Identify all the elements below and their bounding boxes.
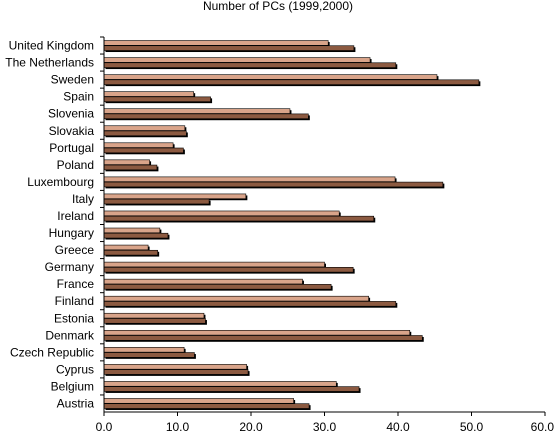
bar-sweden-series-2 [103,79,480,85]
bar-poland-series-2 [103,164,158,171]
category-labels: United Kingdom The Netherlands Sweden Spain… [5,36,104,410]
bar-slovakia-series-2 [103,130,187,137]
category-label: Finland [55,294,94,308]
category-label: Hungary [49,226,94,240]
bar-the-netherlands-series-1 [103,57,371,63]
bar-greece-series-2 [103,249,158,256]
category-label: United Kingdom [9,39,94,53]
category-label: Slovakia [49,124,95,138]
bar-france-series-1 [103,278,303,285]
bar-portugal-series-2 [103,147,184,154]
category-label: Italy [72,192,94,206]
bar-the-netherlands-series-2 [103,62,397,68]
x-tick-label: 30.0 [313,420,337,434]
bars-group [103,40,481,410]
bar-denmark-series-1 [103,329,411,336]
bar-belgium-series-2 [103,386,360,392]
bar-czech-republic-series-2 [103,352,195,358]
bar-germany-series-1 [103,261,325,268]
bar-cyprus-series-1 [103,364,247,370]
bar-finland-series-2 [103,301,397,307]
x-tick-label: 0.0 [96,420,113,434]
bar-luxembourg-series-2 [103,181,444,188]
category-label: Spain [63,90,94,104]
bar-austria-series-2 [103,403,310,409]
bar-estonia-series-1 [103,312,205,319]
category-label: Germany [45,260,94,274]
bar-luxembourg-series-1 [103,176,396,182]
bar-france-series-2 [103,284,332,290]
bar-belgium-series-1 [103,381,337,387]
bar-italy-series-1 [103,193,247,200]
bar-poland-series-1 [103,159,150,165]
bar-estonia-series-2 [103,318,206,324]
bar-cyprus-series-2 [103,369,249,375]
bar-greece-series-1 [103,244,149,251]
x-tick-label: 40.0 [386,420,410,434]
category-label: Poland [57,158,94,172]
category-label: Sweden [51,73,94,87]
bar-germany-series-2 [103,267,354,273]
category-label: The Netherlands [5,56,94,70]
bar-spain-series-1 [103,91,194,97]
category-label: Denmark [45,328,95,342]
category-label: France [57,277,95,291]
bar-hungary-series-1 [103,227,161,234]
bar-united-kingdom-series-1 [103,40,329,46]
bar-hungary-series-2 [103,232,169,239]
category-label: Slovenia [48,107,94,121]
bar-slovenia-series-1 [103,108,291,114]
category-label: Czech Republic [10,345,94,359]
x-tick-label: 10.0 [166,420,190,434]
bar-united-kingdom-series-2 [103,45,355,51]
category-label: Cyprus [56,362,94,376]
category-label: Luxembourg [27,175,94,189]
bar-czech-republic-series-1 [103,347,185,353]
category-label: Belgium [51,379,94,393]
x-tick-label: 50.0 [460,420,484,434]
x-tick-label: 60.0 [531,420,555,434]
x-tick-label: 20.0 [239,420,263,434]
chart-title: Number of PCs (1999,2000) [203,0,353,13]
bar-ireland-series-2 [103,215,375,222]
category-label: Portugal [49,141,94,155]
category-label: Austria [57,396,95,410]
bar-ireland-series-1 [103,210,340,217]
category-label: Estonia [54,311,94,325]
bar-slovakia-series-1 [103,125,186,131]
bar-austria-series-1 [103,398,294,404]
bar-finland-series-1 [103,295,369,302]
bar-italy-series-2 [103,198,210,205]
x-ticks: 0.0 10.0 20.0 30.0 40.0 50.0 60.0 [96,412,555,434]
bar-denmark-series-2 [103,335,423,341]
category-label: Ireland [57,209,94,223]
bar-sweden-series-1 [103,74,438,80]
bar-portugal-series-1 [103,142,174,148]
category-label: Greece [55,243,95,257]
bar-spain-series-2 [103,96,211,102]
bar-slovenia-series-2 [103,113,309,120]
